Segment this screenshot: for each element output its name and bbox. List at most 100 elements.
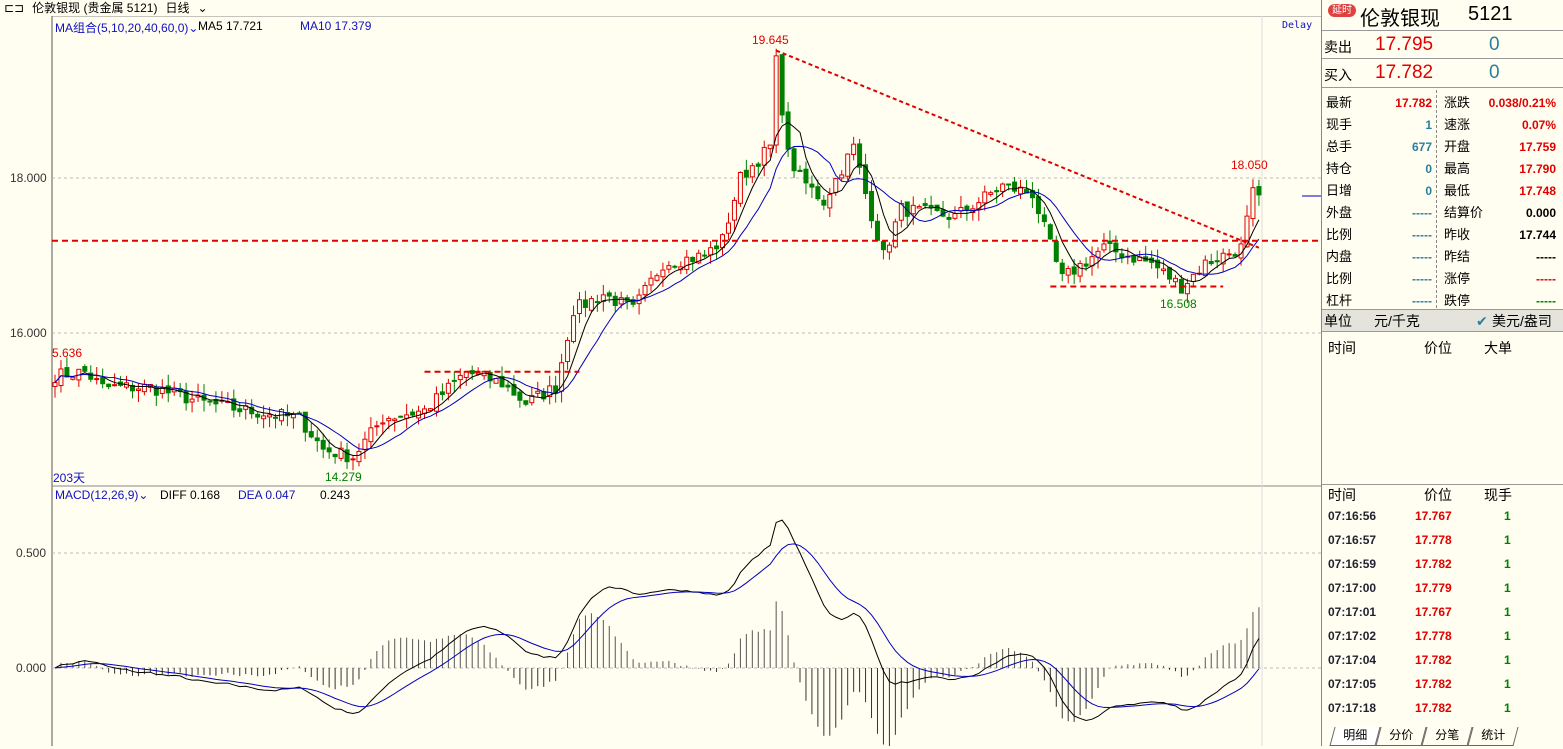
candle-body	[1155, 259, 1161, 269]
tab-detail[interactable]: 明细	[1329, 727, 1381, 746]
sell-row: 卖出 17.795 0	[1322, 30, 1563, 59]
candle-body	[523, 400, 529, 405]
candle-body	[785, 111, 791, 150]
instrument-code: 5121	[1468, 3, 1513, 25]
candle-body	[779, 54, 785, 116]
tick-row[interactable]: 07:16:59 17.782 1	[1328, 552, 1563, 576]
tick-time: 07:17:04	[1328, 653, 1377, 667]
candle-body	[857, 143, 863, 168]
candle-body	[362, 438, 368, 451]
stat-value: -----	[1536, 250, 1556, 264]
candle-body	[743, 169, 749, 178]
stat-label: 涨停	[1444, 271, 1471, 286]
tick-time: 07:17:02	[1328, 629, 1377, 643]
candle-body	[588, 298, 594, 311]
tick-header-time: 时间	[1328, 487, 1356, 503]
candle-body	[338, 447, 344, 459]
stat-label: 结算价	[1444, 205, 1484, 220]
candle-body	[267, 414, 273, 418]
diff-value: DIFF 0.168	[160, 488, 221, 502]
candle-body	[207, 400, 213, 403]
candle-body	[708, 247, 714, 256]
candle-body	[612, 295, 618, 307]
candle-body	[350, 458, 356, 461]
tab-price-distribution[interactable]: 分价	[1375, 727, 1427, 746]
period-dropdown[interactable]: 日线 ⌄	[165, 1, 208, 15]
tick-volume: 1	[1504, 605, 1511, 619]
candle-body	[916, 206, 922, 209]
tick-row[interactable]: 07:17:04 17.782 1	[1328, 648, 1563, 672]
candle-body	[511, 383, 517, 396]
candle-body	[433, 393, 439, 412]
stat-row: 开盘 17.759	[1442, 136, 1556, 158]
stat-label: 涨跌	[1444, 95, 1471, 110]
tick-row[interactable]: 07:17:00 17.779 1	[1328, 576, 1563, 600]
candle-body	[714, 245, 720, 250]
macd-y-tick: 0.500	[16, 546, 47, 560]
tab-tick[interactable]: 分笔	[1421, 727, 1473, 746]
tick-volume: 1	[1504, 653, 1511, 667]
candle-body	[1101, 243, 1107, 251]
candle-body	[213, 398, 219, 405]
candle-body	[249, 406, 255, 415]
stat-value: 1	[1425, 118, 1432, 132]
tick-price: 17.778	[1415, 533, 1452, 547]
candle-body	[1107, 240, 1113, 244]
candle-body	[1012, 181, 1018, 192]
candle-body	[1256, 186, 1262, 196]
tick-row[interactable]: 07:16:57 17.778 1	[1328, 528, 1563, 552]
tick-price: 17.782	[1415, 653, 1452, 667]
candle-body	[1047, 224, 1053, 240]
stat-value: 0.038/0.21%	[1488, 96, 1556, 110]
candle-body	[82, 366, 88, 372]
candle-body	[535, 390, 541, 394]
candle-body	[851, 143, 857, 156]
candle-body	[755, 163, 761, 167]
ma-settings-dropdown[interactable]: MA组合(5,10,20,40,60,0)⌄	[55, 21, 199, 35]
unit-option-kg[interactable]: 元/千克	[1374, 313, 1420, 329]
stat-value: 17.744	[1519, 228, 1556, 242]
candle-body	[1184, 282, 1190, 295]
unit-option-oz[interactable]: 美元/盎司	[1492, 313, 1552, 329]
candle-body	[505, 384, 511, 388]
tab-statistics[interactable]: 统计	[1467, 727, 1519, 746]
stat-row: 最高 17.790	[1442, 158, 1556, 180]
tick-price: 17.782	[1415, 677, 1452, 691]
candle-body	[803, 168, 809, 184]
candle-body	[791, 148, 797, 172]
kline-chart[interactable]	[0, 15, 1321, 747]
candle-body	[690, 256, 696, 262]
link-icon[interactable]: ⊏⊐	[4, 1, 25, 15]
stat-value: 677	[1411, 140, 1432, 154]
candle-body	[1161, 268, 1167, 272]
title-bar: ⊏⊐ 伦敦银现 (贵金属 5121) 日线 ⌄	[0, 0, 1321, 16]
candle-body	[1035, 196, 1041, 215]
tick-row[interactable]: 07:17:02 17.778 1	[1328, 624, 1563, 648]
tick-row[interactable]: 07:16:56 17.767 1	[1328, 504, 1563, 528]
stat-row: 外盘 -----	[1324, 202, 1432, 224]
tick-row[interactable]: 07:17:18 17.782 1	[1328, 696, 1563, 720]
candle-body	[88, 372, 94, 380]
tick-time: 07:16:56	[1328, 509, 1377, 523]
tick-time: 07:17:05	[1328, 677, 1377, 691]
candle-body	[660, 269, 666, 278]
stat-label: 昨收	[1444, 227, 1471, 242]
buy-price: 17.782	[1375, 62, 1434, 83]
chart-area[interactable]: MA组合(5,10,20,40,60,0)⌄ MA5 17.721 MA10 1…	[0, 15, 1321, 747]
macd-settings-dropdown[interactable]: MACD(12,26,9)⌄	[55, 488, 149, 502]
candle-body	[1059, 262, 1065, 275]
candle-body	[106, 383, 112, 388]
tick-row[interactable]: 07:17:01 17.767 1	[1328, 600, 1563, 624]
tick-row[interactable]: 07:17:05 17.782 1	[1328, 672, 1563, 696]
unit-selector[interactable]: 单位 元/千克 ✔ 美元/盎司	[1322, 309, 1563, 332]
delay-badge: 延时	[1328, 4, 1356, 17]
stat-label: 比例	[1326, 227, 1353, 242]
candle-body	[94, 378, 100, 381]
ma5-line	[54, 121, 1260, 456]
tick-volume: 1	[1504, 677, 1511, 691]
candle-body	[952, 213, 958, 219]
macd-y-tick: 0.000	[16, 661, 47, 675]
candle-body	[600, 294, 606, 303]
candle-body	[451, 379, 457, 382]
annotation-high: 19.645	[752, 33, 789, 47]
